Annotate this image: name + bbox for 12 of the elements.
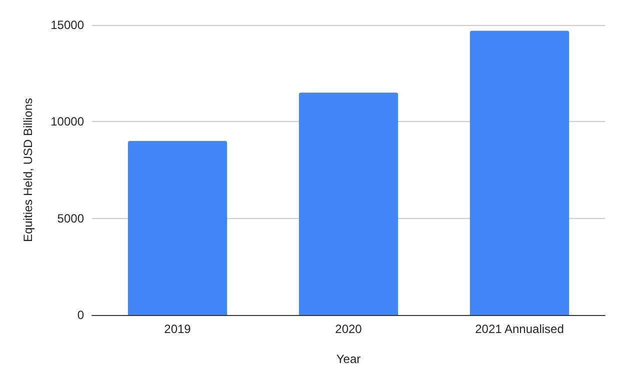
x-tick-label: 2020 — [335, 322, 362, 336]
bar — [470, 30, 570, 315]
y-axis-title: Equities Held, USD Billions — [21, 98, 35, 242]
y-tick-label: 5000 — [57, 211, 84, 226]
y-tick-label: 10000 — [50, 114, 84, 129]
bar — [128, 141, 228, 315]
x-tick-label: 2021 Annualised — [475, 322, 564, 336]
y-tick-label: 0 — [77, 308, 84, 322]
y-tick-label: 15000 — [50, 18, 84, 32]
x-tick-label: 2019 — [164, 322, 192, 336]
bar — [298, 92, 398, 315]
x-axis-title: Year — [336, 352, 361, 366]
